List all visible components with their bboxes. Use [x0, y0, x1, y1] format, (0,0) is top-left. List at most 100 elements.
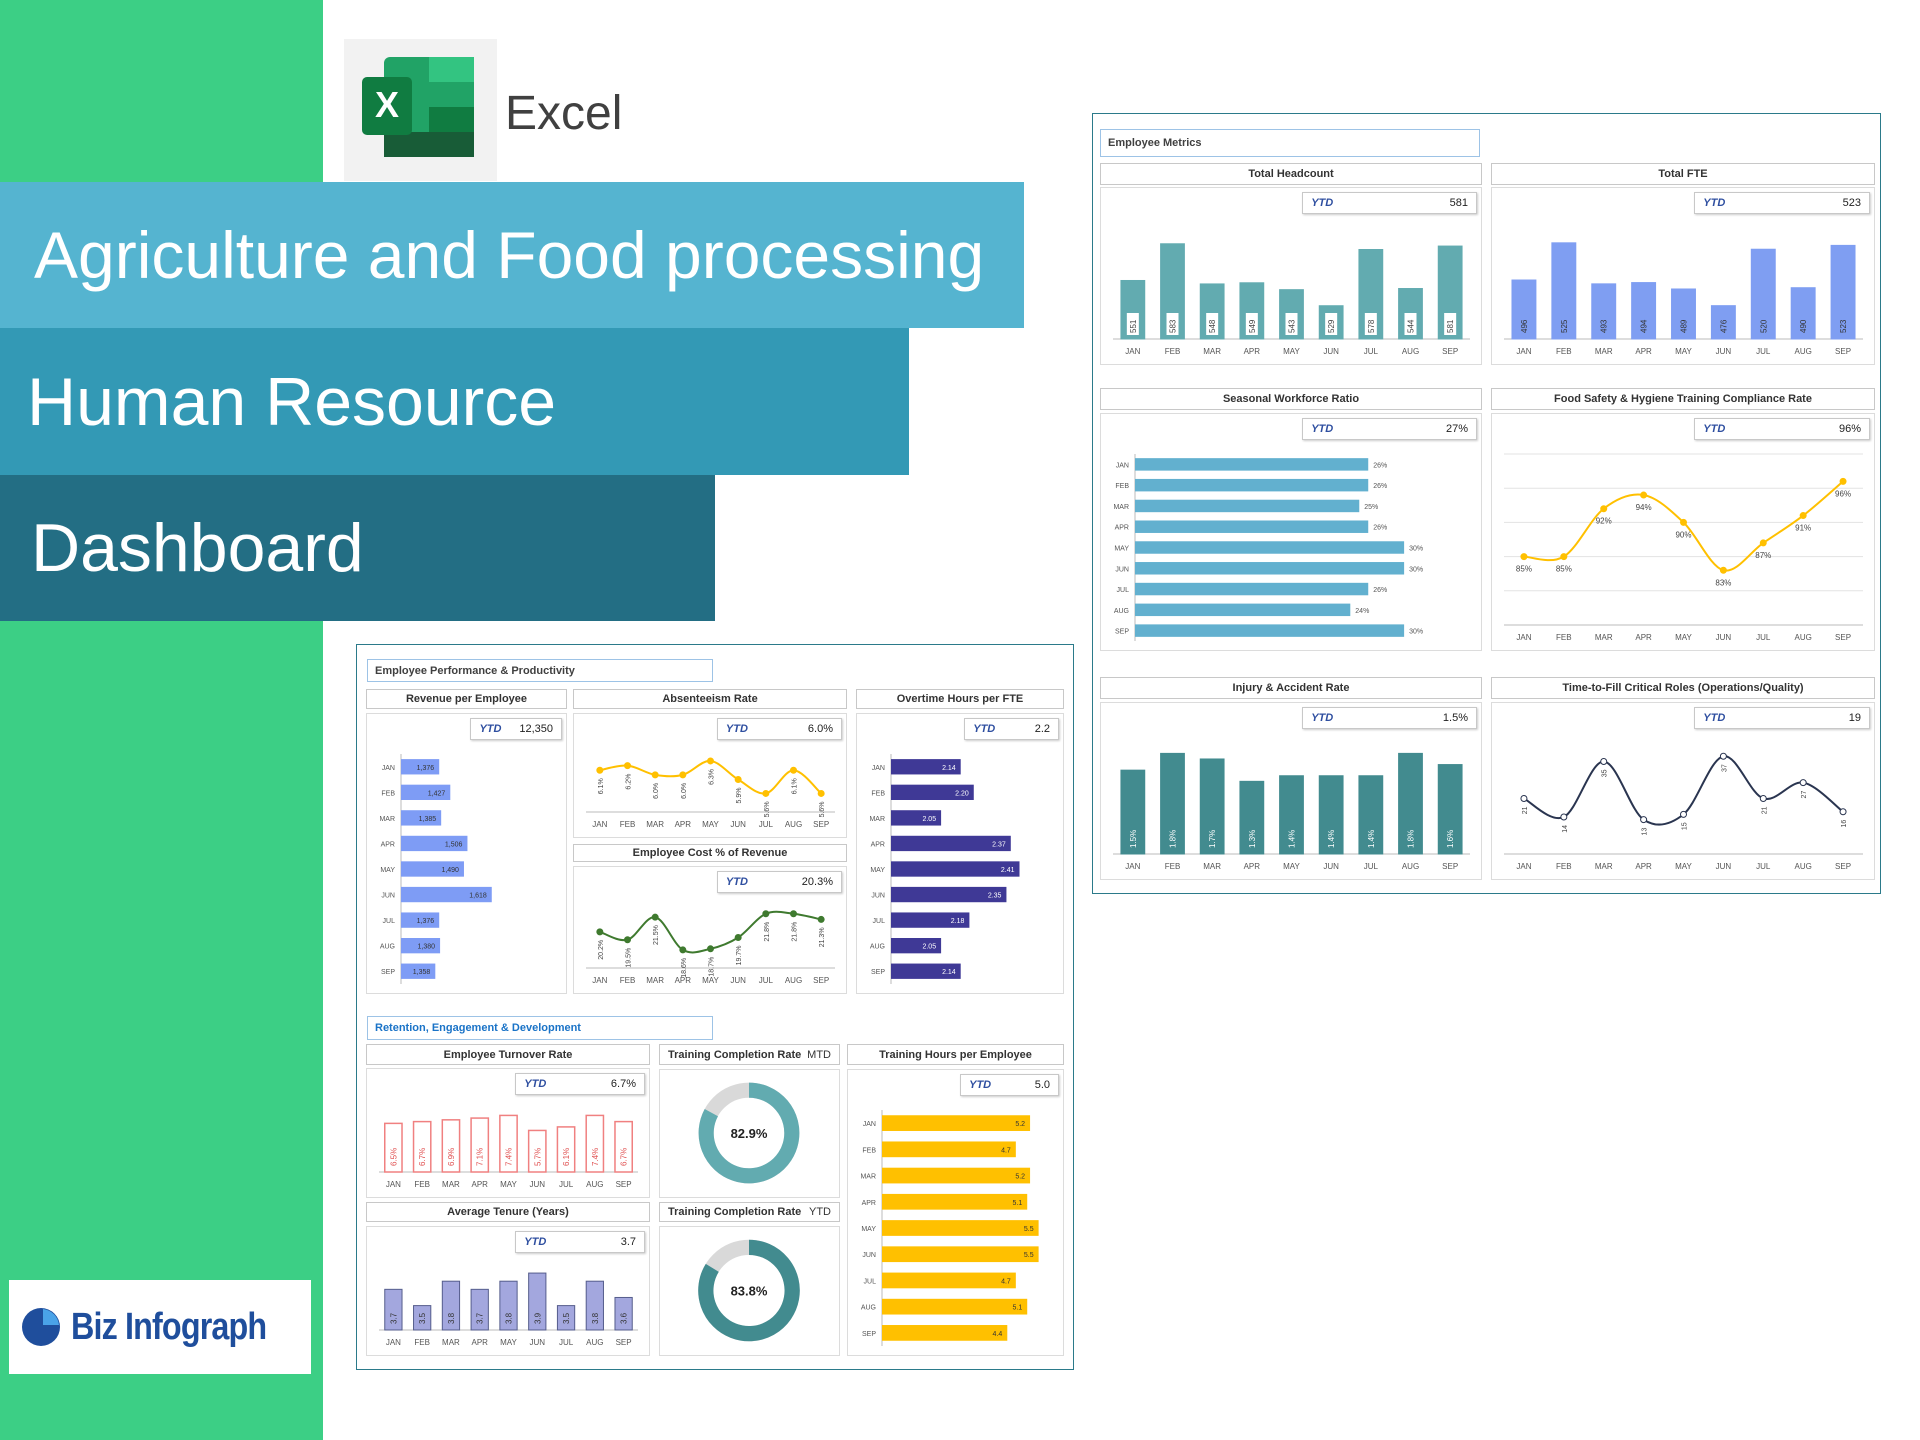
x-tick-label: APR	[1635, 347, 1652, 356]
bar	[1135, 562, 1405, 575]
bar	[1631, 282, 1657, 340]
data-label: 5.2	[1015, 1121, 1025, 1128]
data-point	[1839, 808, 1847, 816]
data-label: 87%	[1755, 551, 1771, 560]
data-label: 1,506	[445, 841, 463, 848]
x-tick-label: JAN	[1125, 862, 1140, 871]
data-label: 21	[1761, 806, 1768, 814]
ytd-value: 20.3%	[801, 876, 833, 888]
food-safety-hygiene-training-compliance-rate-chart: 85% JAN 85% FEB 92% MAR 94% APR 90% MAY 83% JUN 87% J…	[1491, 413, 1875, 651]
data-label: 35	[1602, 769, 1609, 777]
bar	[1671, 288, 1696, 340]
data-label: 1.6%	[1446, 830, 1455, 848]
bar	[499, 1280, 518, 1331]
food-safety-hygiene-training-compliance-rate-header: Food Safety & Hygiene Training Complianc…	[1491, 388, 1875, 410]
data-label: 96%	[1835, 489, 1851, 498]
x-tick-label: JAN	[1516, 862, 1531, 871]
data-label: 16	[1841, 820, 1848, 828]
ytd-box: YTD 6.0%	[716, 718, 842, 740]
revenue-per-employee-plot: JAN 1,376 FEB 1,427 MAR 1,385 APR 1,506 MAY 1,490…	[379, 754, 492, 984]
data-label: 26%	[1373, 587, 1387, 594]
data-label: 5.1	[1012, 1305, 1022, 1312]
data-label: 83%	[1715, 578, 1731, 587]
donut-center-label: 83.8%	[731, 1284, 768, 1299]
y-tick-label: AUG	[380, 944, 395, 951]
bar	[1135, 541, 1405, 554]
bar	[556, 1126, 576, 1173]
x-tick-label: MAR	[442, 1180, 460, 1189]
x-tick-label: MAR	[1203, 862, 1221, 871]
data-point	[790, 910, 797, 918]
data-point	[1520, 795, 1528, 802]
x-tick-label: JUL	[759, 976, 774, 985]
ytd-box: YTD 20.3%	[716, 871, 842, 893]
x-tick-label: SEP	[1835, 633, 1851, 642]
bar	[891, 963, 961, 979]
bar	[1437, 764, 1463, 855]
data-point	[1600, 758, 1608, 765]
data-label: 21	[1522, 806, 1529, 814]
x-tick-label: SEP	[616, 1338, 632, 1347]
bar	[1135, 582, 1369, 596]
ytd-value: 3.7	[620, 1236, 636, 1248]
training-hours-per-employee-plot: JAN 5.2 FEB 4.7 MAR 5.2 APR 5.1 MAY 5.5 JUN 5.5 JUL 4…	[860, 1110, 1039, 1346]
total-fte-plot: 496 JAN 525 FEB 493 MAR 494 APR 489 MAY 476 JUN 520 J…	[1504, 242, 1863, 356]
y-tick-label: SEP	[381, 969, 395, 976]
y-tick-label: JUL	[383, 918, 396, 925]
bar	[413, 1305, 432, 1331]
chart-title: Training Hours per Employee	[879, 1048, 1032, 1061]
data-point	[1680, 518, 1687, 526]
bar	[1135, 499, 1360, 513]
seasonal-workforce-ratio-chart: JAN 26% FEB 26% MAR 25% APR 26% MAY 30% JUN 30% JUL 2…	[1100, 413, 1482, 651]
chart-title: Employee Turnover Rate	[443, 1048, 573, 1061]
y-tick-label: AUG	[870, 944, 885, 951]
x-tick-label: MAY	[500, 1338, 517, 1347]
data-label: 3.8	[447, 1312, 456, 1324]
data-label: 6.1%	[598, 778, 605, 794]
data-label: 4.7	[1001, 1278, 1011, 1285]
data-label: 1,427	[428, 790, 446, 797]
x-tick-label: JAN	[386, 1180, 401, 1189]
data-point	[1799, 779, 1807, 787]
bar	[1750, 248, 1776, 340]
x-tick-label: FEB	[1556, 633, 1572, 642]
injury-accident-rate-chart: 1.5% JAN 1.8% FEB 1.7% MAR 1.3% APR 1.4% MAY 1.4% J…	[1100, 702, 1482, 880]
app-name: Excel	[505, 87, 623, 140]
bar	[401, 938, 441, 954]
data-label: 1.8%	[1169, 830, 1178, 848]
data-label: 5.9%	[736, 788, 743, 804]
data-point	[1560, 813, 1568, 821]
bar	[891, 759, 961, 775]
data-label: 94%	[1636, 503, 1652, 512]
biz-infograph-logo: Biz Infograph	[9, 1280, 311, 1374]
data-label: 5.7%	[533, 1148, 542, 1166]
bar	[1710, 305, 1736, 340]
ytd-box: YTD 27%	[1302, 418, 1477, 440]
data-label: 2.37	[992, 841, 1006, 848]
y-tick-label: MAY	[1114, 546, 1129, 553]
ytd-box: YTD 12,350	[470, 718, 562, 740]
bar	[470, 1117, 490, 1173]
data-label: 2.05	[922, 816, 936, 823]
training-hours-per-employee-chart: JAN 5.2 FEB 4.7 MAR 5.2 APR 5.1 MAY 5.5 JUN 5.5 JUL 4…	[847, 1069, 1064, 1356]
bar	[384, 1122, 403, 1173]
data-label: 18.6%	[681, 958, 688, 978]
data-label: 3.5	[418, 1312, 427, 1324]
y-tick-label: SEP	[1115, 629, 1129, 636]
y-tick-label: JAN	[863, 1121, 876, 1128]
x-tick-label: JUN	[1716, 347, 1732, 356]
ytd-value: 19	[1848, 712, 1861, 724]
data-label: 6.7%	[620, 1148, 629, 1166]
data-label: 1,376	[417, 918, 435, 925]
x-tick-label: FEB	[414, 1338, 430, 1347]
x-tick-label: AUG	[586, 1338, 603, 1347]
x-tick-label: SEP	[1835, 347, 1851, 356]
section-title-performance: Employee Performance & Productivity	[367, 659, 713, 682]
data-point	[624, 762, 631, 770]
section-title-retention: Retention, Engagement & Development	[367, 1016, 713, 1040]
x-tick-label: SEP	[1442, 862, 1458, 871]
x-tick-label: JAN	[1125, 347, 1140, 356]
x-tick-label: AUG	[785, 820, 802, 829]
donut-slice	[698, 1239, 800, 1342]
label-box	[1444, 313, 1457, 335]
